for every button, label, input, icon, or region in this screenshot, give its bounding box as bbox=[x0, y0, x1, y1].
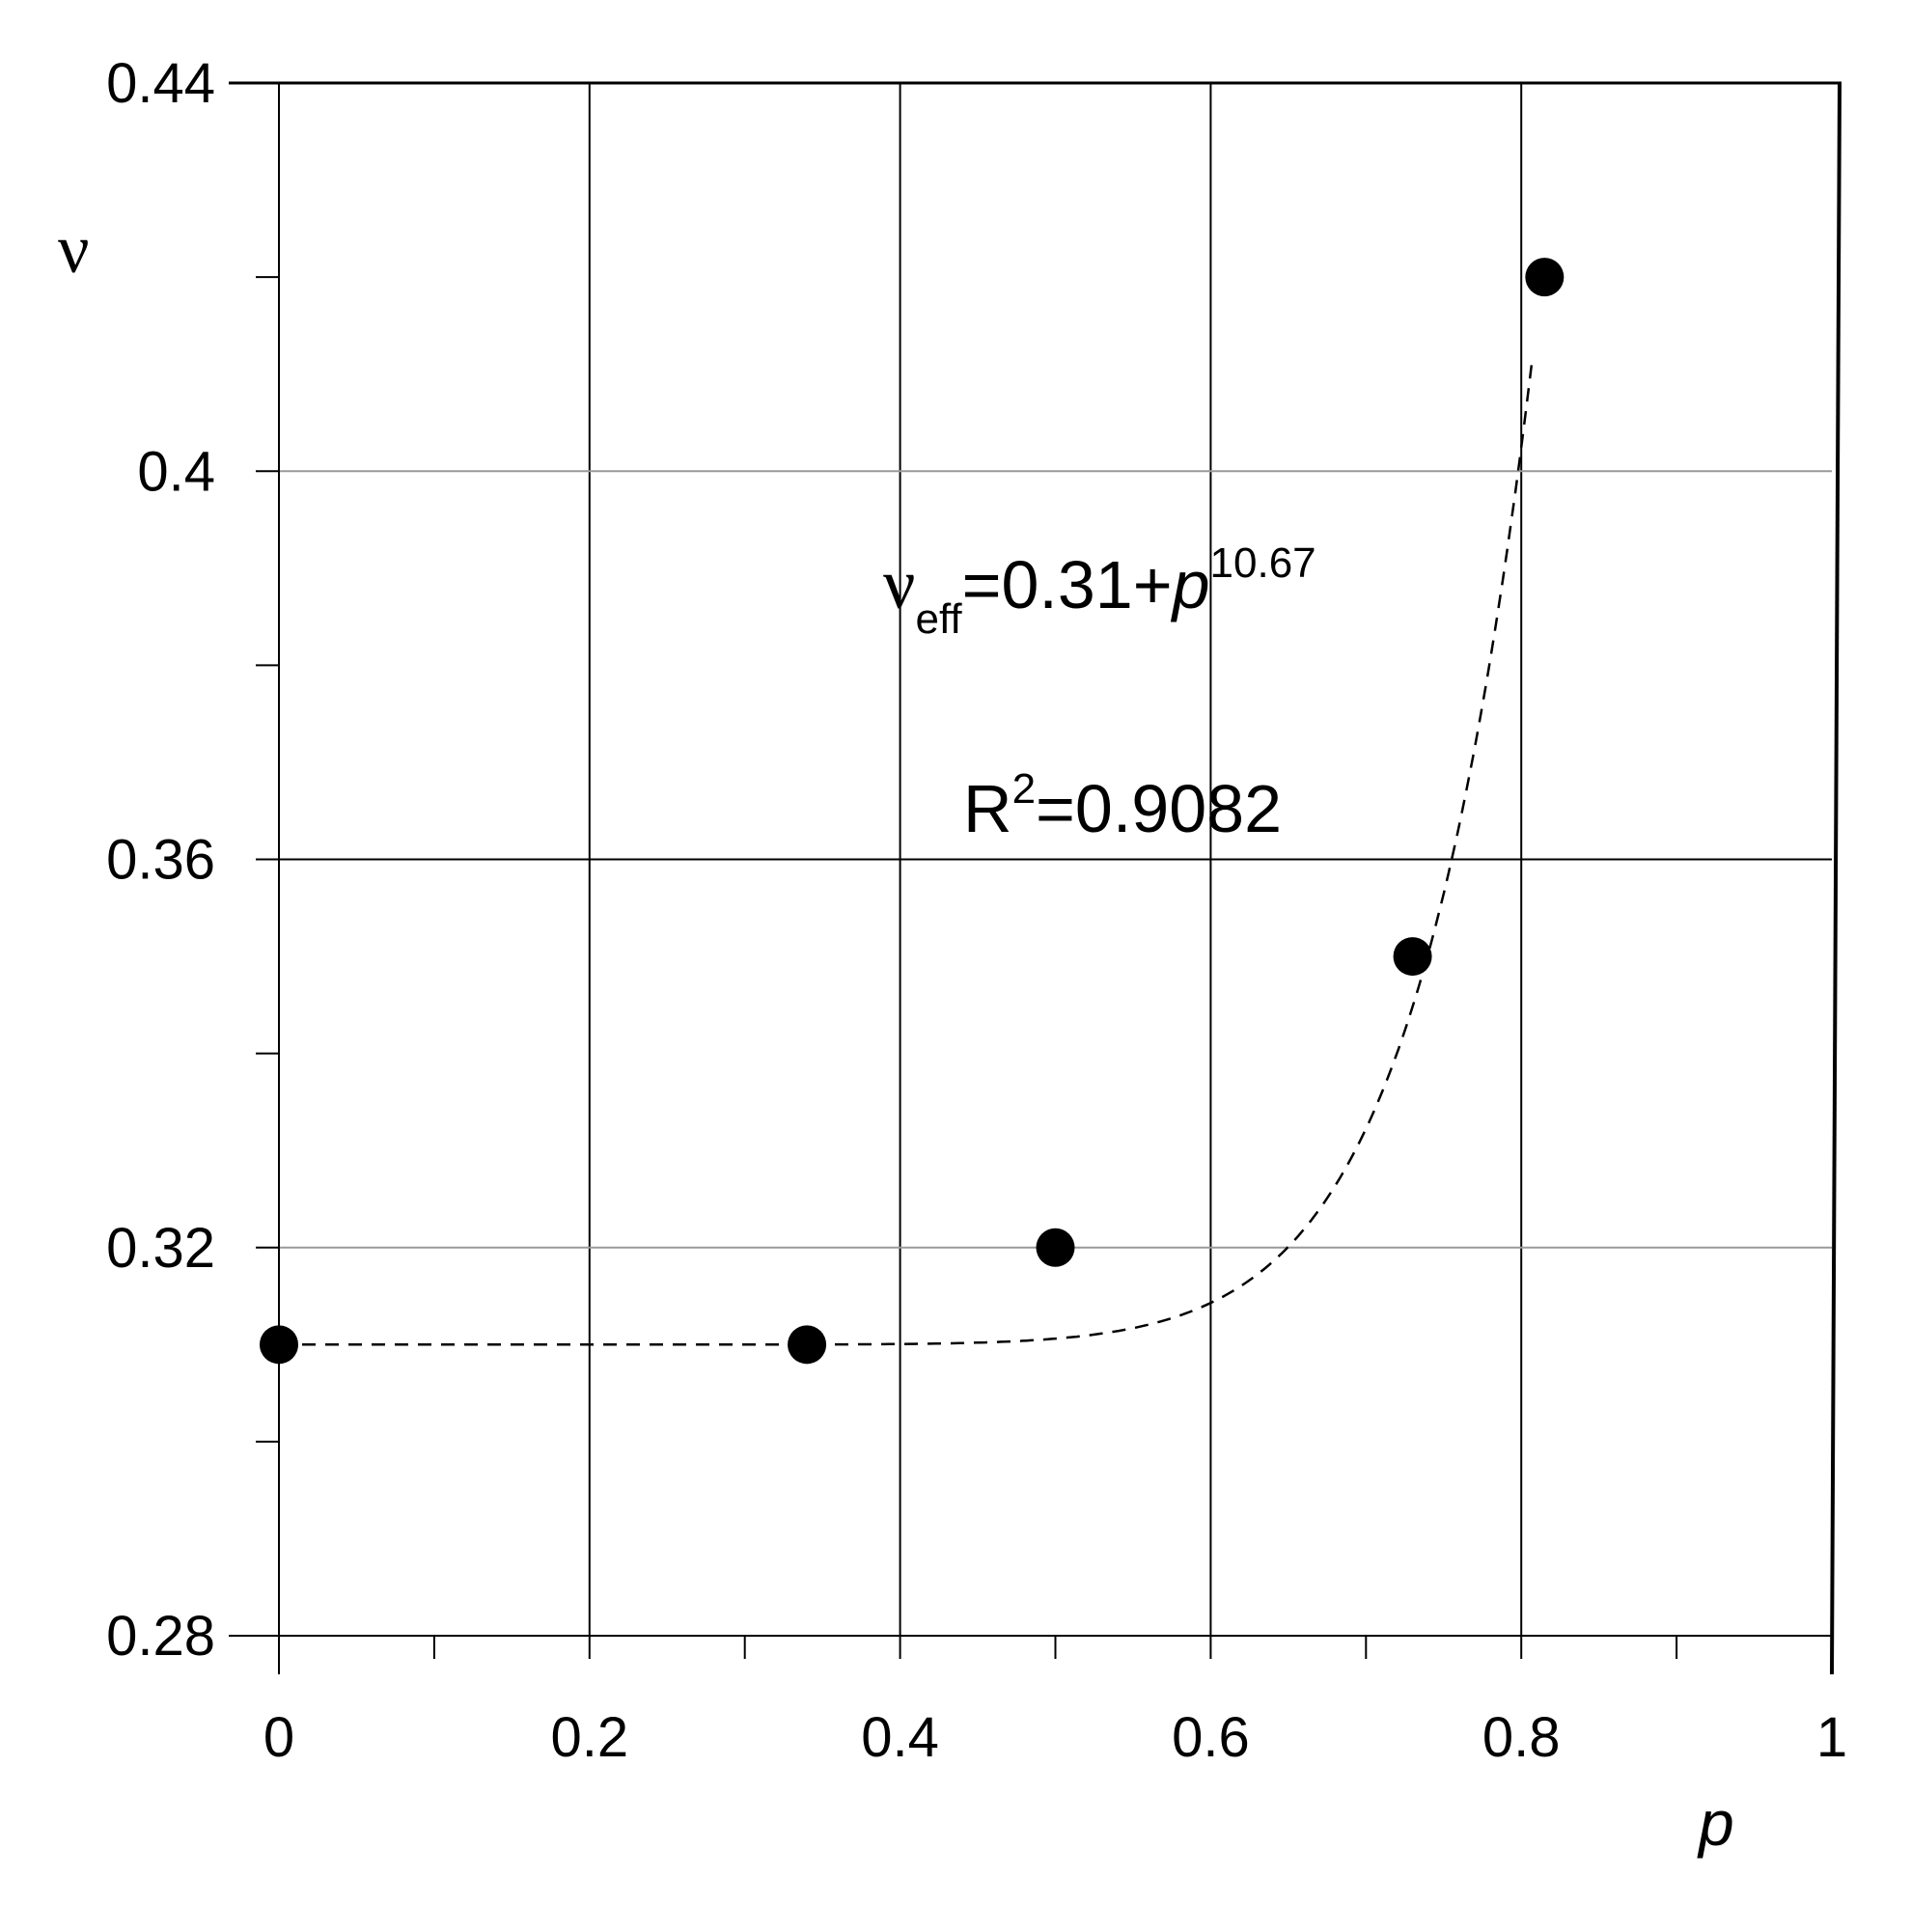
fit-equation-subscript: eff bbox=[915, 595, 962, 643]
tick-labels: 0.28 0.32 0.36 0.4 0.44 0 0.2 0.4 0.6 0.8 1 bbox=[106, 52, 1847, 1769]
y-tick-label: 0.32 bbox=[106, 1217, 215, 1280]
x-tick-label: 0.2 bbox=[550, 1706, 628, 1769]
fit-curve-group bbox=[279, 359, 1534, 1346]
data-point bbox=[1036, 1228, 1075, 1267]
r-squared-superscript: 2 bbox=[1012, 765, 1036, 813]
x-tick-label: 0.6 bbox=[1172, 1706, 1250, 1769]
axis-ticks bbox=[256, 82, 1833, 1659]
data-point bbox=[260, 1325, 298, 1365]
fit-equation-exponent: 10.67 bbox=[1210, 539, 1316, 587]
data-point bbox=[1393, 937, 1432, 977]
x-tick-label: 0.8 bbox=[1482, 1706, 1561, 1769]
right-axis-line bbox=[1830, 82, 1842, 1675]
fit-equation: νeff=0.31+p10.67 bbox=[883, 539, 1316, 643]
fit-equation-variable: p bbox=[1171, 547, 1210, 622]
r-squared-value: =0.9082 bbox=[1036, 771, 1282, 846]
y-tick-label: 0.4 bbox=[137, 440, 215, 503]
data-point bbox=[1525, 258, 1565, 297]
data-point bbox=[788, 1325, 827, 1365]
grid bbox=[279, 83, 1832, 1636]
x-tick-label: 0 bbox=[263, 1706, 294, 1769]
fit-equation-symbol: ν bbox=[883, 545, 915, 624]
y-tick-label: 0.36 bbox=[106, 829, 215, 892]
r-squared-label: R2=0.9082 bbox=[963, 765, 1282, 846]
y-tick-label: 0.44 bbox=[106, 52, 215, 115]
x-tick-label: 0.4 bbox=[861, 1706, 939, 1769]
fit-equation-body: =0.31+ bbox=[962, 547, 1173, 622]
r-squared-prefix: R bbox=[963, 771, 1012, 846]
x-tick-label: 1 bbox=[1816, 1706, 1847, 1769]
fit-curve bbox=[279, 359, 1534, 1346]
plot-frame bbox=[229, 81, 1842, 1675]
y-axis-label: ν bbox=[58, 210, 90, 288]
data-points bbox=[260, 258, 1565, 1365]
x-axis-label: p bbox=[1697, 1787, 1734, 1859]
y-tick-label: 0.28 bbox=[106, 1605, 215, 1668]
